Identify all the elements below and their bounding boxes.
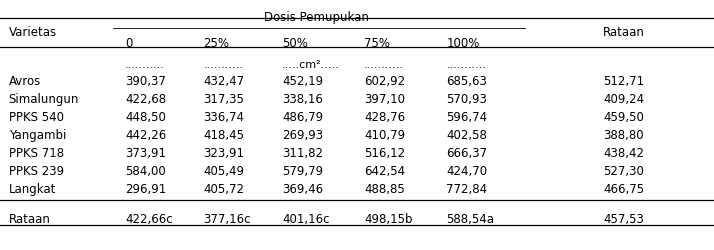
- Text: Langkat: Langkat: [9, 183, 56, 196]
- Text: ...........: ...........: [446, 60, 486, 70]
- Text: 409,24: 409,24: [603, 93, 645, 106]
- Text: 438,42: 438,42: [603, 147, 644, 160]
- Text: 516,12: 516,12: [364, 147, 406, 160]
- Text: 401,16c: 401,16c: [282, 213, 330, 226]
- Text: 448,50: 448,50: [125, 111, 166, 124]
- Text: 296,91: 296,91: [125, 183, 166, 196]
- Text: 666,37: 666,37: [446, 147, 488, 160]
- Text: Rataan: Rataan: [9, 213, 51, 226]
- Text: 405,72: 405,72: [203, 183, 244, 196]
- Text: 772,84: 772,84: [446, 183, 488, 196]
- Text: 317,35: 317,35: [203, 93, 244, 106]
- Text: 422,68: 422,68: [125, 93, 166, 106]
- Text: Dosis Pemupukan: Dosis Pemupukan: [263, 11, 368, 24]
- Text: 410,79: 410,79: [364, 129, 406, 142]
- Text: 442,26: 442,26: [125, 129, 166, 142]
- Text: 422,66c: 422,66c: [125, 213, 173, 226]
- Text: 50%: 50%: [282, 37, 308, 50]
- Text: 390,37: 390,37: [125, 75, 166, 88]
- Text: 584,00: 584,00: [125, 165, 166, 178]
- Text: 457,53: 457,53: [603, 213, 644, 226]
- Text: 397,10: 397,10: [364, 93, 405, 106]
- Text: Simalungun: Simalungun: [9, 93, 79, 106]
- Text: 377,16c: 377,16c: [203, 213, 251, 226]
- Text: PPKS 540: PPKS 540: [9, 111, 64, 124]
- Text: 486,79: 486,79: [282, 111, 323, 124]
- Text: 602,92: 602,92: [364, 75, 406, 88]
- Text: Rataan: Rataan: [603, 26, 645, 39]
- Text: Varietas: Varietas: [9, 26, 56, 39]
- Text: 579,79: 579,79: [282, 165, 323, 178]
- Text: ...........: ...........: [203, 60, 243, 70]
- Text: 432,47: 432,47: [203, 75, 245, 88]
- Text: 685,63: 685,63: [446, 75, 487, 88]
- Text: 405,49: 405,49: [203, 165, 244, 178]
- Text: PPKS 718: PPKS 718: [9, 147, 64, 160]
- Text: 596,74: 596,74: [446, 111, 488, 124]
- Text: ...........: ...........: [364, 60, 404, 70]
- Text: 402,58: 402,58: [446, 129, 487, 142]
- Text: 369,46: 369,46: [282, 183, 323, 196]
- Text: Yangambi: Yangambi: [9, 129, 66, 142]
- Text: PPKS 239: PPKS 239: [9, 165, 64, 178]
- Text: 466,75: 466,75: [603, 183, 645, 196]
- Text: 0: 0: [125, 37, 132, 50]
- Text: 588,54a: 588,54a: [446, 213, 494, 226]
- Text: Avros: Avros: [9, 75, 41, 88]
- Text: 311,82: 311,82: [282, 147, 323, 160]
- Text: 488,85: 488,85: [364, 183, 405, 196]
- Text: 323,91: 323,91: [203, 147, 244, 160]
- Text: 336,74: 336,74: [203, 111, 244, 124]
- Text: 527,30: 527,30: [603, 165, 644, 178]
- Text: 100%: 100%: [446, 37, 480, 50]
- Text: 25%: 25%: [203, 37, 229, 50]
- Text: 512,71: 512,71: [603, 75, 645, 88]
- Text: ...........: ...........: [125, 60, 165, 70]
- Text: 428,76: 428,76: [364, 111, 406, 124]
- Text: .....cm².....: .....cm².....: [282, 60, 340, 70]
- Text: 498,15b: 498,15b: [364, 213, 413, 226]
- Text: 459,50: 459,50: [603, 111, 644, 124]
- Text: 338,16: 338,16: [282, 93, 323, 106]
- Text: 642,54: 642,54: [364, 165, 406, 178]
- Text: 418,45: 418,45: [203, 129, 244, 142]
- Text: 269,93: 269,93: [282, 129, 323, 142]
- Text: 452,19: 452,19: [282, 75, 323, 88]
- Text: 570,93: 570,93: [446, 93, 487, 106]
- Text: 424,70: 424,70: [446, 165, 488, 178]
- Text: 373,91: 373,91: [125, 147, 166, 160]
- Text: 75%: 75%: [364, 37, 390, 50]
- Text: 388,80: 388,80: [603, 129, 644, 142]
